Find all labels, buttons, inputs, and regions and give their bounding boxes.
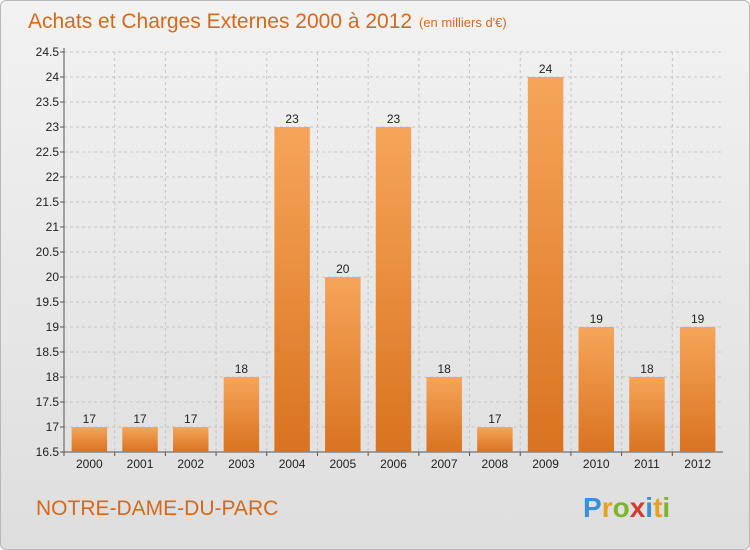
y-tick-label: 24 [46,70,60,84]
data-label: 23 [285,112,299,126]
bar [274,127,310,452]
chart-title: Achats et Charges Externes 2000 à 2012 [28,10,412,33]
x-tick-label: 2007 [431,457,458,471]
y-tick-label: 20.5 [36,245,60,259]
y-tick-label: 17.5 [36,395,60,409]
data-label: 24 [539,62,553,76]
data-labels: 17 17 17 18 23 20 23 18 17 24 19 18 19 [83,62,705,426]
bar [223,377,260,452]
y-tick-label: 19 [46,320,60,334]
x-tick-label: 2003 [228,457,255,471]
data-label: 23 [387,112,401,126]
bar [325,277,361,452]
gridlines [63,51,723,453]
logo-letter: o [613,492,630,523]
y-tick-label: 20 [46,270,60,284]
x-tick-label: 2009 [532,457,559,471]
y-tick-label: 17 [46,420,60,434]
x-tick-label: 2005 [329,457,356,471]
proxiti-logo: Proxiti [583,492,670,523]
bar [172,427,209,452]
commune-name: NOTRE-DAME-DU-PARC [36,497,278,520]
bar [71,427,108,452]
x-tick-label: 2010 [583,457,610,471]
x-tick-label: 2000 [76,457,103,471]
data-label: 20 [336,262,350,276]
data-label: 18 [438,362,452,376]
logo-letter: r [602,492,613,523]
y-tick-label: 18.5 [36,345,60,359]
bar [477,427,513,452]
data-label: 18 [235,362,249,376]
logo-letter: x [630,492,646,523]
y-tick-label: 23 [46,120,60,134]
logo-letter: i [645,492,653,523]
bar [426,377,462,452]
y-tick-label: 16.5 [36,445,60,459]
bar [578,327,615,452]
x-tick-label: 2012 [684,457,711,471]
x-tick-label: 2006 [380,457,407,471]
bar [629,377,665,452]
data-label: 19 [590,312,604,326]
x-tick-label: 2008 [482,457,509,471]
data-label: 19 [691,312,705,326]
bar [679,327,716,452]
data-label: 18 [640,362,654,376]
logo-letter: i [662,492,670,523]
chart-subtitle: (en milliers d'€) [419,15,507,30]
data-label: 17 [184,412,198,426]
y-tick-label: 21 [46,220,60,234]
x-tick-label: 2001 [127,457,154,471]
x-tick-label: 2004 [279,457,306,471]
bars [71,77,716,452]
x-tick-label: 2002 [177,457,204,471]
x-tick-label: 2011 [634,457,660,471]
y-tick-label: 24.5 [36,45,60,59]
y-tick-label: 22.5 [36,145,60,159]
data-label: 17 [133,412,147,426]
data-label: 17 [488,412,502,426]
bar [527,77,564,452]
y-tick-label: 19.5 [36,295,60,309]
logo-letter: P [583,492,602,523]
y-tick-label: 23.5 [36,95,60,109]
y-tick-label: 18 [46,370,60,384]
bar [122,427,158,452]
bar [375,127,412,452]
data-label: 17 [83,412,97,426]
y-tick-label: 22 [46,170,60,184]
y-tick-label: 21.5 [36,195,60,209]
logo-letter: t [653,492,662,523]
